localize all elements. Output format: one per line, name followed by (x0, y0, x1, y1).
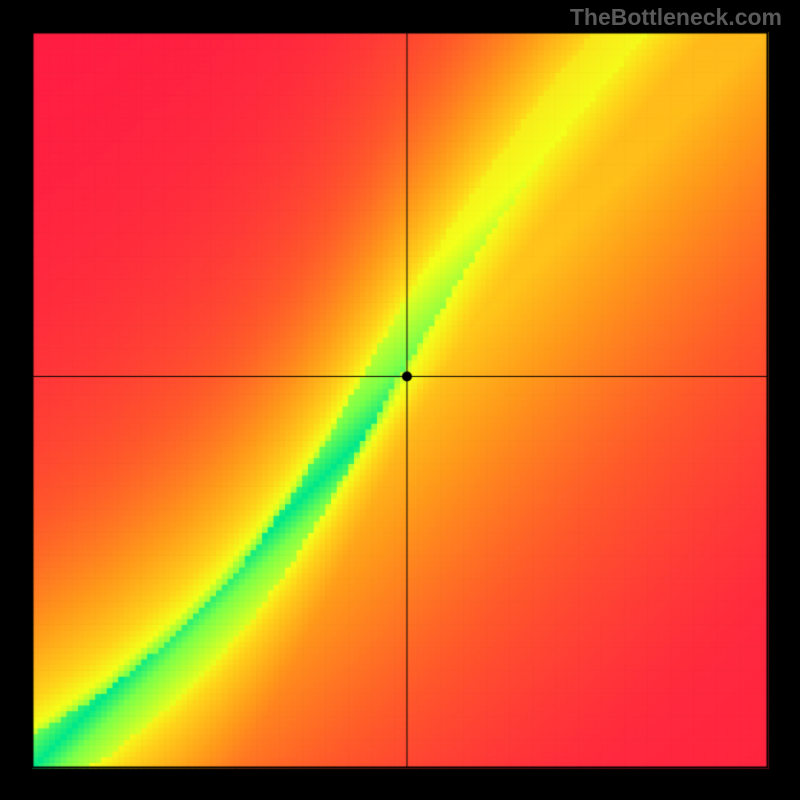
watermark-text: TheBottleneck.com (570, 4, 782, 31)
chart-container: { "watermark": { "text": "TheBottleneck.… (0, 0, 800, 800)
bottleneck-heatmap (0, 0, 800, 800)
